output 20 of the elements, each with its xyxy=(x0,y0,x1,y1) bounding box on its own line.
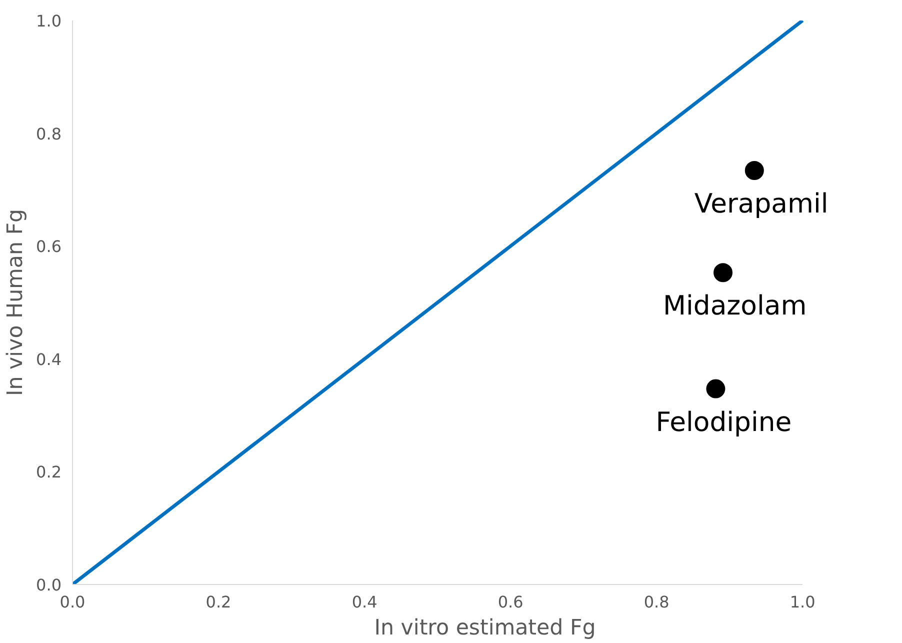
y-tick-label: 0.0 xyxy=(36,576,62,594)
y-axis-title: In vivo Human Fg xyxy=(3,208,28,396)
x-tick-label: 0.2 xyxy=(206,592,232,612)
x-axis-title: In vitro estimated Fg xyxy=(374,616,596,640)
x-tick-label: 1.0 xyxy=(790,592,816,612)
y-tick-label: 0.2 xyxy=(36,462,62,482)
point xyxy=(744,161,764,180)
y-tick-label: 0.6 xyxy=(36,237,62,256)
annotation: Felodipine xyxy=(656,406,792,438)
x-tick-label: 0.8 xyxy=(644,592,670,612)
x-tick-label: 0.4 xyxy=(352,592,378,612)
point xyxy=(706,379,726,398)
point xyxy=(714,263,733,282)
x-tick-label: 0.6 xyxy=(498,592,524,612)
annotation: Midazolam xyxy=(663,290,807,322)
annotation: Verapamil xyxy=(694,188,828,220)
y-tick-label: 0.4 xyxy=(36,350,62,369)
y-tick-label: 0.8 xyxy=(36,124,62,144)
y-tick-label: 1.0 xyxy=(36,12,62,30)
x-tick-label: 0.0 xyxy=(60,592,86,612)
